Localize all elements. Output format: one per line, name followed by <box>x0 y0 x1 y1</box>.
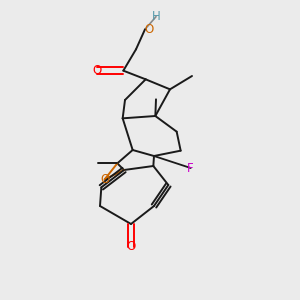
Text: O: O <box>144 23 154 36</box>
Text: H: H <box>152 10 160 23</box>
Text: O: O <box>100 173 109 186</box>
Text: O: O <box>126 240 136 253</box>
Text: O: O <box>92 64 102 77</box>
Text: F: F <box>188 161 194 175</box>
